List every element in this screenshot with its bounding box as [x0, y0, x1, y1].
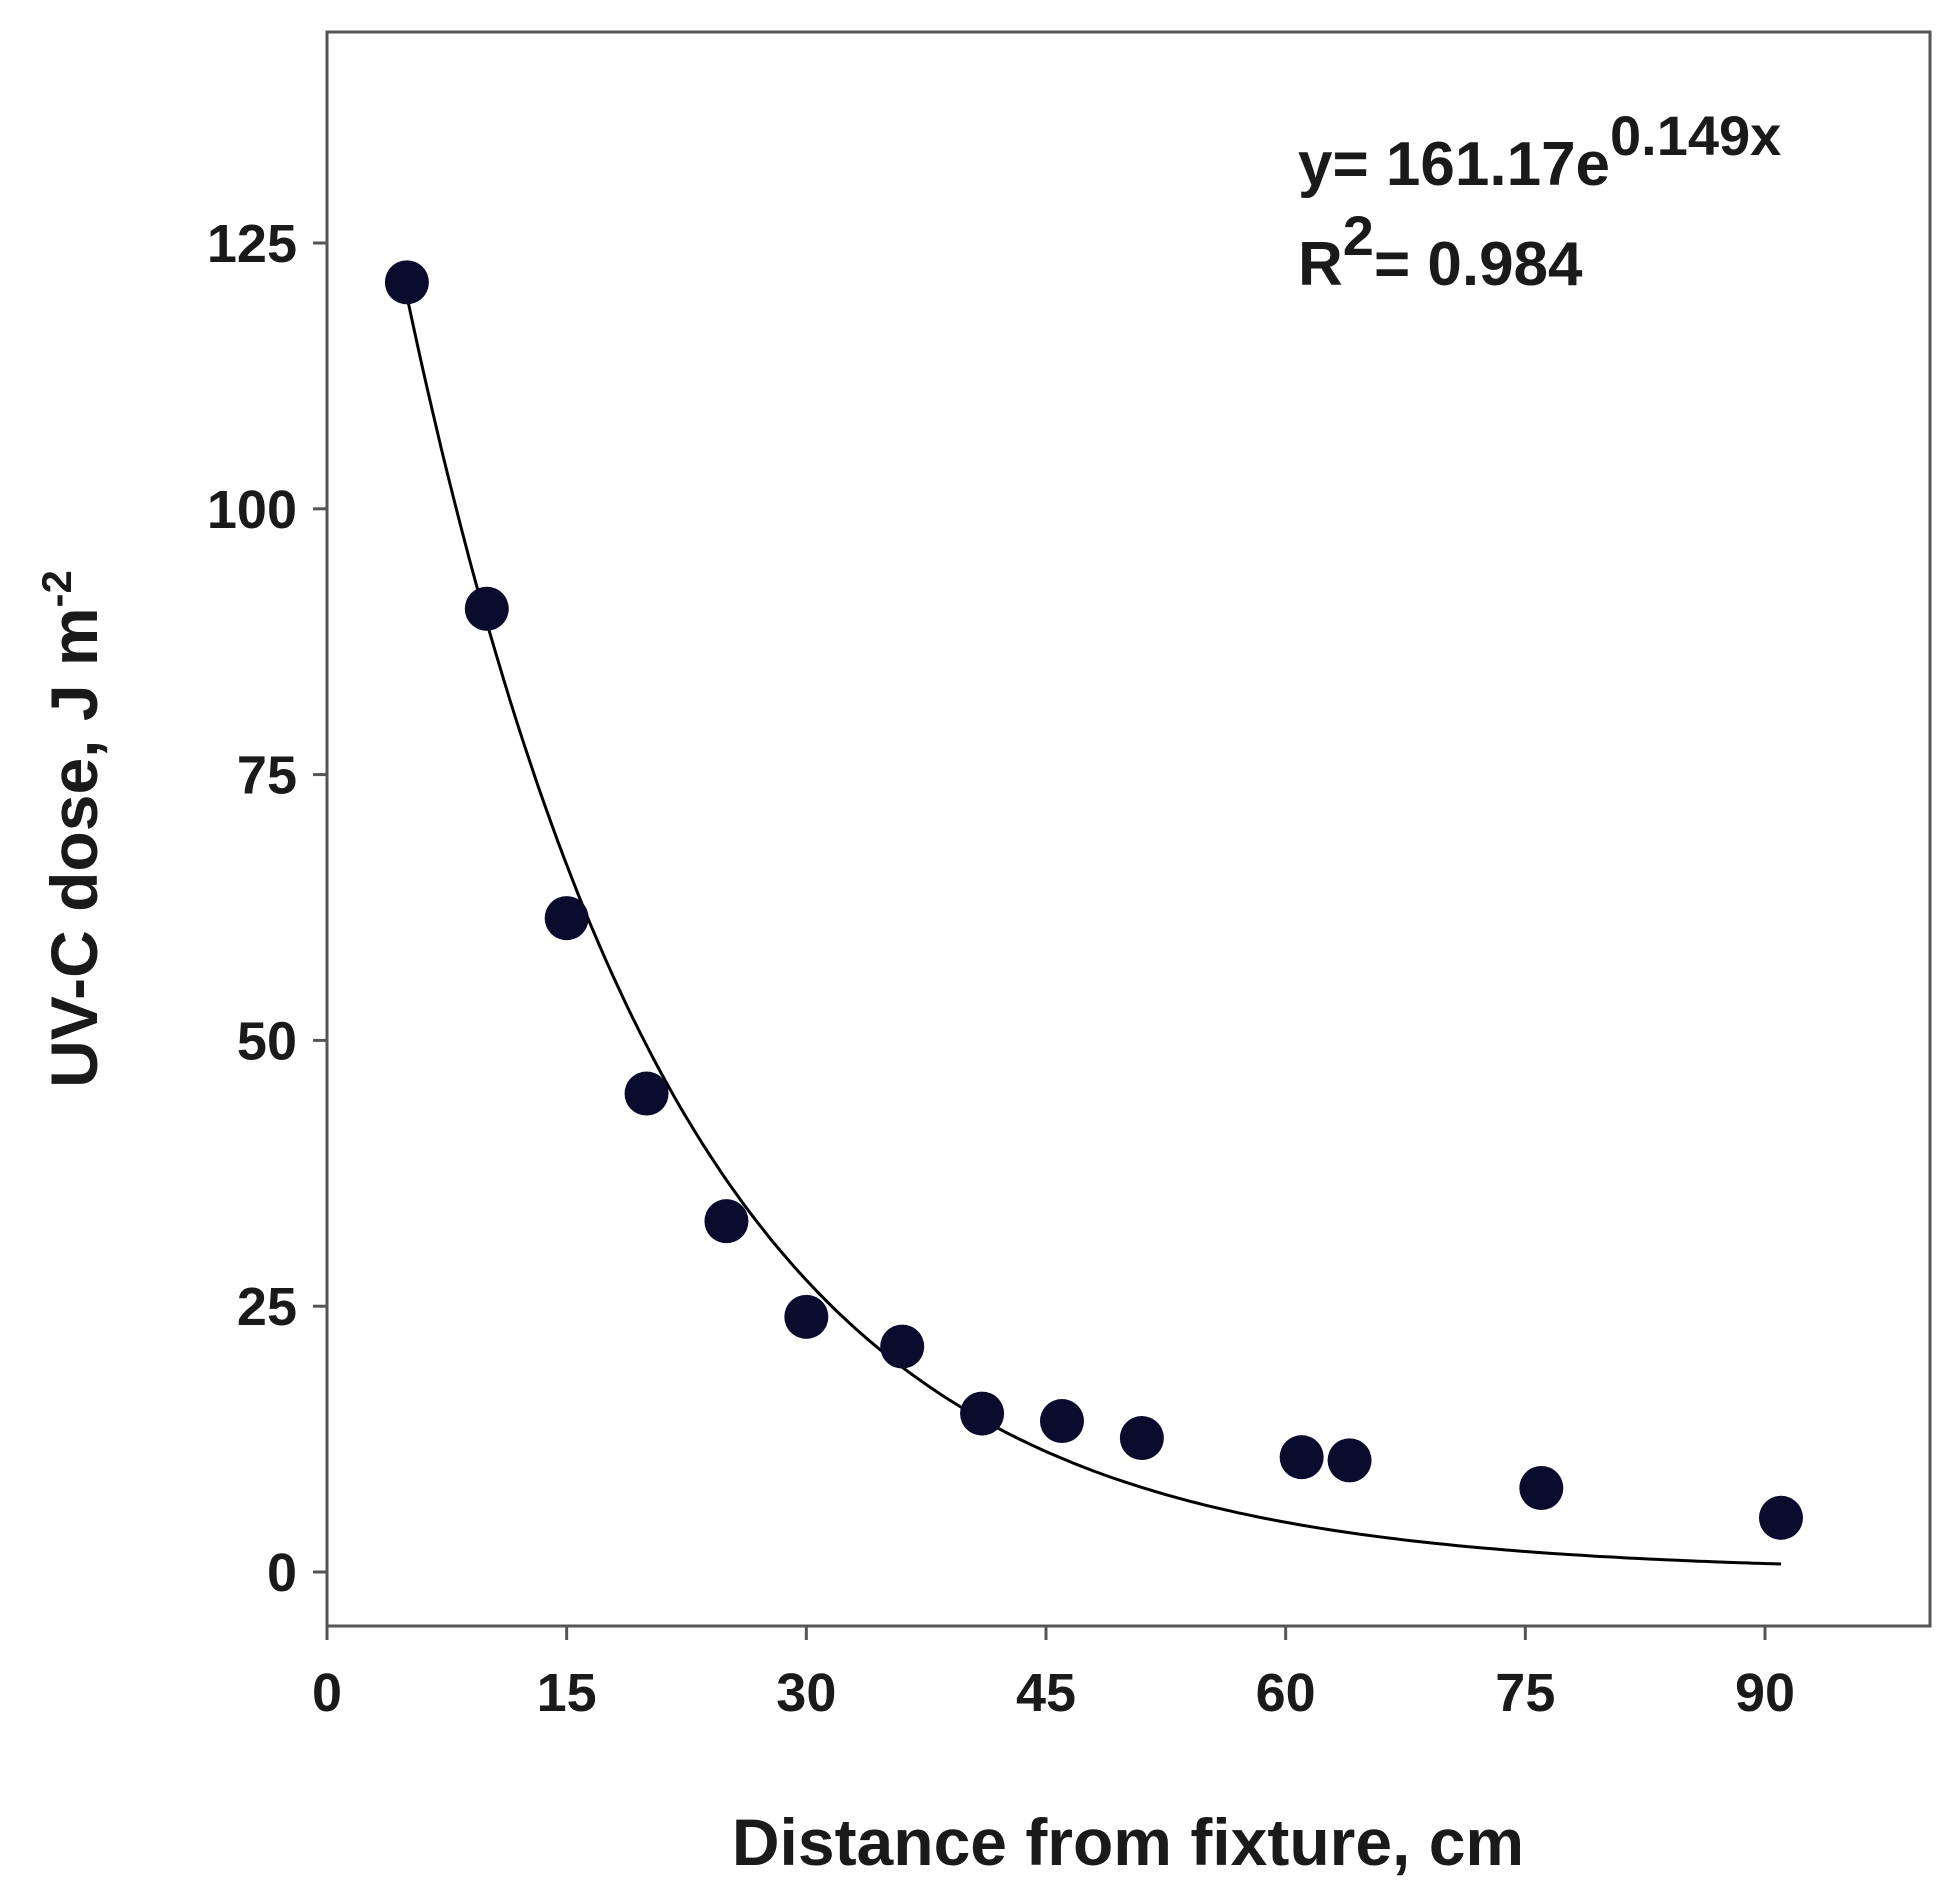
- data-point: [464, 586, 509, 631]
- y-axis-title: UV-C dose, J m-2: [33, 570, 111, 1088]
- data-point: [1758, 1495, 1803, 1540]
- data-point: [960, 1391, 1005, 1436]
- data-point: [704, 1199, 749, 1244]
- r-squared-prefix: R: [1298, 230, 1343, 299]
- data-point: [880, 1324, 925, 1369]
- r-squared-superscript: 2: [1343, 204, 1374, 267]
- y-tick-label: 0: [267, 1543, 297, 1603]
- plot-frame: [325, 30, 1932, 1628]
- data-point: [1327, 1438, 1372, 1483]
- x-axis-title: Distance from fixture, cm: [732, 1805, 1524, 1879]
- x-tick-label: 30: [776, 1663, 836, 1723]
- x-axis: 0 15 30 45 60 75 90: [312, 1626, 1795, 1723]
- y-axis-title-superscript: -2: [33, 570, 80, 607]
- data-point: [384, 260, 429, 305]
- data-point: [1119, 1416, 1164, 1461]
- fit-equation-exponent: 0.149x: [1610, 104, 1781, 167]
- data-point: [1519, 1466, 1564, 1511]
- x-tick-label: 75: [1495, 1663, 1555, 1723]
- data-point: [1279, 1435, 1324, 1480]
- x-tick-label: 60: [1256, 1663, 1316, 1723]
- data-point: [544, 896, 589, 941]
- x-tick-label: 0: [312, 1663, 342, 1723]
- x-tick-label: 90: [1735, 1663, 1795, 1723]
- y-tick-label: 100: [207, 480, 297, 540]
- fit-equation-main: y= 161.17e: [1298, 130, 1610, 199]
- fit-curve: [405, 295, 1782, 1566]
- data-point: [1039, 1399, 1084, 1444]
- y-axis-title-main: UV-C dose, J m: [37, 607, 111, 1087]
- y-tick-label: 125: [207, 214, 297, 274]
- y-tick-label: 50: [237, 1011, 297, 1071]
- y-axis: 0 25 50 75 100 125: [207, 214, 327, 1603]
- y-tick-label: 25: [237, 1277, 297, 1337]
- data-points: [384, 260, 1803, 1540]
- x-tick-label: 45: [1016, 1663, 1076, 1723]
- fit-equation: y= 161.17e0.149x: [1298, 104, 1781, 199]
- x-tick-label: 15: [537, 1663, 597, 1723]
- y-tick-label: 75: [237, 746, 297, 806]
- data-point: [624, 1071, 669, 1116]
- r-squared-value: = 0.984: [1374, 230, 1583, 299]
- r-squared: R2= 0.984: [1298, 204, 1583, 299]
- data-point: [784, 1294, 829, 1339]
